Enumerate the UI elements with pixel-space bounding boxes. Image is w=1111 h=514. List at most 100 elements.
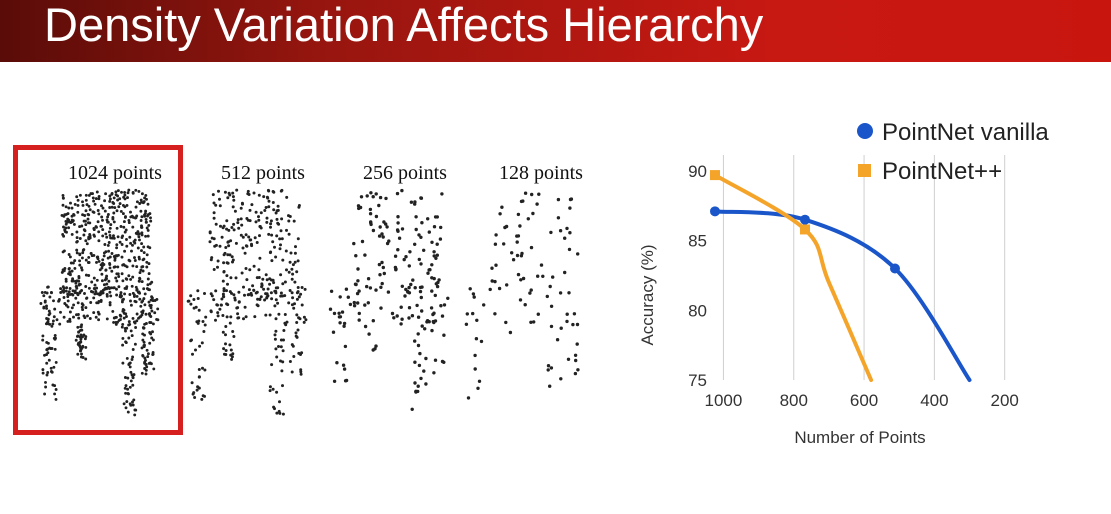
- cloud-point: [76, 342, 80, 346]
- cloud-point: [137, 189, 141, 193]
- cloud-point: [519, 278, 523, 282]
- cloud-point: [70, 218, 74, 222]
- cloud-point: [136, 290, 140, 294]
- point-cloud-label: 256 points: [363, 162, 447, 184]
- cloud-point: [342, 324, 346, 328]
- cloud-point: [48, 312, 52, 315]
- cloud-point: [411, 278, 415, 282]
- cloud-point: [141, 353, 145, 357]
- cloud-point: [272, 281, 276, 285]
- cloud-point: [144, 209, 148, 213]
- cloud-point: [148, 321, 152, 324]
- cloud-point: [103, 199, 107, 203]
- cloud-point: [148, 246, 152, 250]
- cloud-point: [73, 202, 77, 206]
- cloud-point: [85, 203, 89, 207]
- cloud-point: [134, 285, 138, 289]
- cloud-point: [118, 197, 122, 201]
- cloud-point: [69, 201, 72, 205]
- cloud-point: [197, 386, 201, 390]
- cloud-point: [429, 306, 434, 310]
- cloud-point: [430, 289, 434, 293]
- cloud-point: [137, 279, 141, 283]
- cloud-point: [357, 206, 361, 211]
- cloud-point: [140, 233, 144, 237]
- cloud-point: [497, 286, 502, 291]
- cloud-point: [45, 361, 49, 365]
- cloud-point: [131, 355, 135, 359]
- cloud-point: [61, 285, 65, 289]
- cloud-point: [292, 355, 296, 358]
- cloud-point: [440, 359, 445, 364]
- cloud-point: [125, 315, 128, 318]
- cloud-point: [128, 361, 132, 365]
- cloud-point: [494, 263, 498, 267]
- cloud-point: [78, 225, 82, 229]
- legend-label-pointnet-plus-plus: PointNet++: [882, 158, 1002, 185]
- cloud-point: [140, 242, 144, 246]
- cloud-point: [108, 197, 112, 201]
- cloud-point: [95, 286, 99, 290]
- cloud-point: [61, 268, 65, 272]
- cloud-point: [59, 291, 63, 294]
- cloud-point: [263, 209, 267, 212]
- cloud-point: [83, 337, 87, 341]
- x-tick-label: 800: [780, 391, 808, 410]
- cloud-point: [423, 327, 427, 331]
- cloud-point: [106, 213, 110, 216]
- cloud-point: [244, 315, 248, 319]
- cloud-point: [115, 246, 119, 250]
- cloud-point: [134, 188, 138, 192]
- cloud-point: [101, 234, 105, 238]
- cloud-point: [250, 244, 254, 248]
- cloud-point: [352, 304, 357, 308]
- cloud-point: [115, 293, 119, 297]
- cloud-point: [567, 291, 571, 295]
- cloud-point: [329, 289, 334, 293]
- cloud-point: [117, 285, 121, 289]
- cloud-point: [84, 209, 88, 213]
- cloud-point: [129, 210, 132, 214]
- cloud-point: [354, 282, 358, 287]
- cloud-point: [86, 314, 89, 318]
- cloud-point: [80, 302, 84, 306]
- cloud-point: [295, 321, 299, 324]
- cloud-point: [417, 363, 422, 368]
- cloud-point: [439, 304, 443, 308]
- cloud-point: [400, 227, 405, 231]
- cloud-point: [430, 276, 434, 280]
- cloud-point: [413, 381, 417, 385]
- cloud-point: [68, 220, 72, 224]
- cloud-point: [127, 336, 131, 340]
- cloud-point: [87, 255, 91, 259]
- data-point: [890, 263, 900, 274]
- cloud-point: [224, 342, 227, 346]
- cloud-point: [556, 216, 561, 220]
- cloud-point: [81, 344, 85, 348]
- cloud-point: [225, 219, 229, 223]
- cloud-point: [297, 295, 301, 299]
- cloud-point: [100, 215, 104, 219]
- cloud-point: [78, 259, 82, 263]
- cloud-point: [196, 321, 200, 325]
- cloud-point: [377, 203, 381, 208]
- cloud-point: [52, 365, 56, 369]
- cloud-point: [268, 389, 272, 393]
- cloud-point: [407, 306, 412, 310]
- cloud-point: [424, 382, 428, 386]
- cloud-point: [155, 317, 159, 321]
- cloud-point: [131, 243, 134, 247]
- cloud-point: [352, 300, 356, 305]
- cloud-point: [123, 197, 127, 201]
- cloud-point: [71, 261, 75, 265]
- cloud-point: [432, 371, 436, 375]
- cloud-point: [239, 217, 243, 221]
- cloud-point: [546, 368, 550, 372]
- cloud-point: [80, 305, 84, 309]
- cloud-point: [46, 317, 50, 321]
- cloud-point: [396, 215, 400, 219]
- cloud-point: [357, 289, 361, 293]
- cloud-point: [530, 192, 534, 197]
- cloud-point: [128, 402, 132, 406]
- cloud-point: [84, 345, 88, 349]
